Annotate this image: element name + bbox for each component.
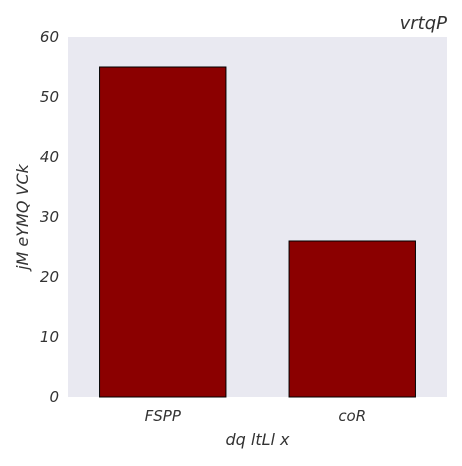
bars-layer <box>99 66 416 398</box>
y-tick-label: 60 <box>40 28 59 46</box>
x-tick-label: coR <box>338 407 366 425</box>
y-ticks-layer: 0 10 20 30 40 50 60 <box>40 28 59 406</box>
x-tick-label: FSPP <box>145 407 182 425</box>
y-tick-label: 50 <box>40 88 59 106</box>
y-tick-label: 30 <box>40 208 59 226</box>
y-tick-label: 20 <box>40 268 59 286</box>
x-axis-label: dq ltLl x <box>225 430 290 449</box>
chart-title: vrtqP <box>400 13 448 34</box>
y-tick-label: 0 <box>49 388 59 406</box>
y-axis-label: jM eYMQ VCk <box>13 163 32 272</box>
y-tick-label: 40 <box>40 148 59 166</box>
y-tick-label: 10 <box>40 328 59 346</box>
x-ticks-layer: FSPP coR <box>145 407 367 425</box>
bar-cor <box>288 240 416 398</box>
bar-fspp <box>99 66 227 398</box>
